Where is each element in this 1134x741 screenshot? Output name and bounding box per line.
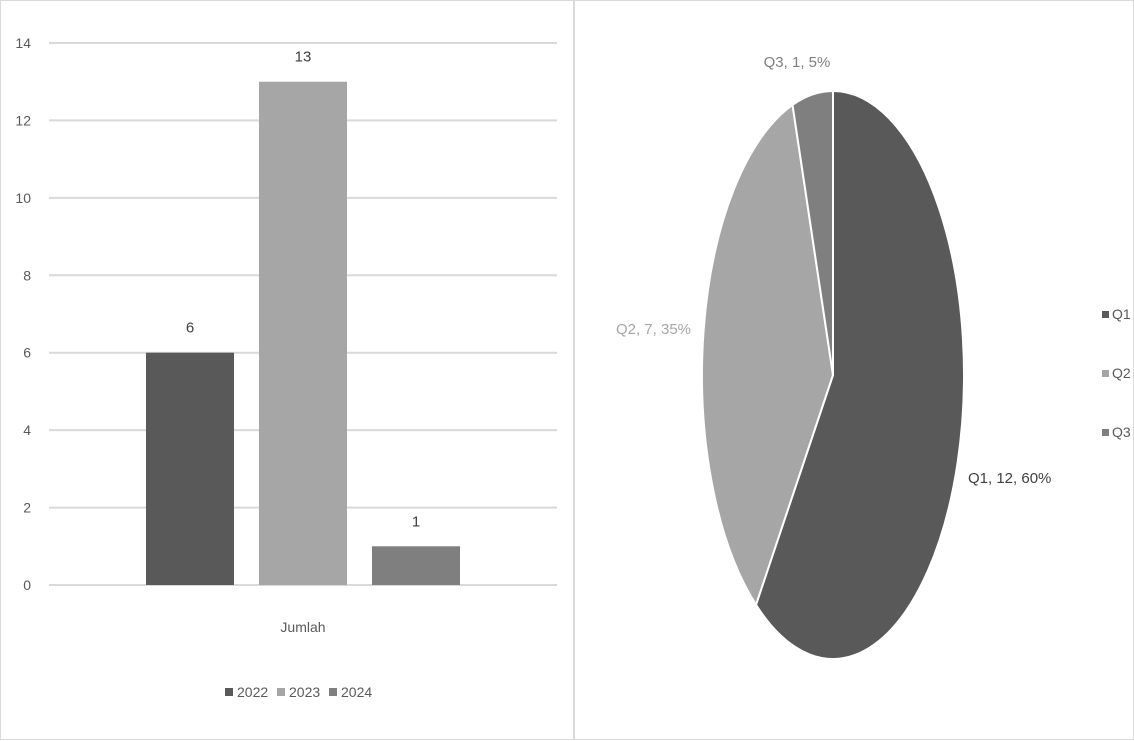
pie-legend-label-Q2: Q2 xyxy=(1112,365,1131,381)
pie-label-Q3: Q3, 1, 5% xyxy=(764,54,831,71)
data-label-2022: 6 xyxy=(186,320,194,337)
pie-legend-swatch-Q1 xyxy=(1102,311,1109,318)
pie-chart: Q1, 12, 60% Q2, 7, 35% Q3, 1, 5% Q1 Q2 Q3 xyxy=(616,54,1131,660)
bar-2022 xyxy=(146,352,234,585)
pie-legend-swatch-Q2 xyxy=(1102,370,1109,377)
y-tick-label: 4 xyxy=(23,422,31,438)
data-label-2023: 13 xyxy=(295,49,312,66)
pie-label-Q2: Q2, 7, 35% xyxy=(616,321,691,338)
pie-chart-panel: Q1, 12, 60% Q2, 7, 35% Q3, 1, 5% Q1 Q2 Q3 xyxy=(574,0,1134,740)
y-tick-label: 14 xyxy=(15,35,31,51)
legend-swatch-2022 xyxy=(225,688,233,696)
bar-chart-panel: 0 2 4 6 8 10 12 14 6 13 1 Jumlah 2022 2023 2024 xyxy=(0,0,574,740)
bar-chart: 0 2 4 6 8 10 12 14 6 13 1 Jumlah 2022 2023 2024 xyxy=(15,35,557,700)
pie-slice-Q3 xyxy=(791,89,834,376)
pie-legend-label-Q1: Q1 xyxy=(1112,306,1131,322)
legend-swatch-2023 xyxy=(277,688,285,696)
bar-2024 xyxy=(372,546,460,585)
y-tick-label: 10 xyxy=(15,190,31,206)
pie-slice-Q1 xyxy=(754,89,965,660)
y-tick-label: 12 xyxy=(15,112,31,128)
y-tick-label: 8 xyxy=(23,267,31,283)
bar-2023 xyxy=(259,81,347,585)
pie-label-Q1: Q1, 12, 60% xyxy=(968,470,1051,487)
y-tick-label: 0 xyxy=(23,577,31,593)
pie-legend-swatch-Q3 xyxy=(1102,429,1109,436)
x-category-label: Jumlah xyxy=(280,619,325,635)
pie-slice-Q2 xyxy=(701,103,835,608)
y-tick-label: 2 xyxy=(23,500,31,516)
data-label-2024: 1 xyxy=(412,513,420,530)
legend-label-2023: 2023 xyxy=(289,684,320,700)
legend-swatch-2024 xyxy=(329,688,337,696)
pie-legend-label-Q3: Q3 xyxy=(1112,424,1131,440)
y-tick-label: 6 xyxy=(23,345,31,361)
legend-label-2022: 2022 xyxy=(237,684,268,700)
legend-label-2024: 2024 xyxy=(341,684,372,700)
